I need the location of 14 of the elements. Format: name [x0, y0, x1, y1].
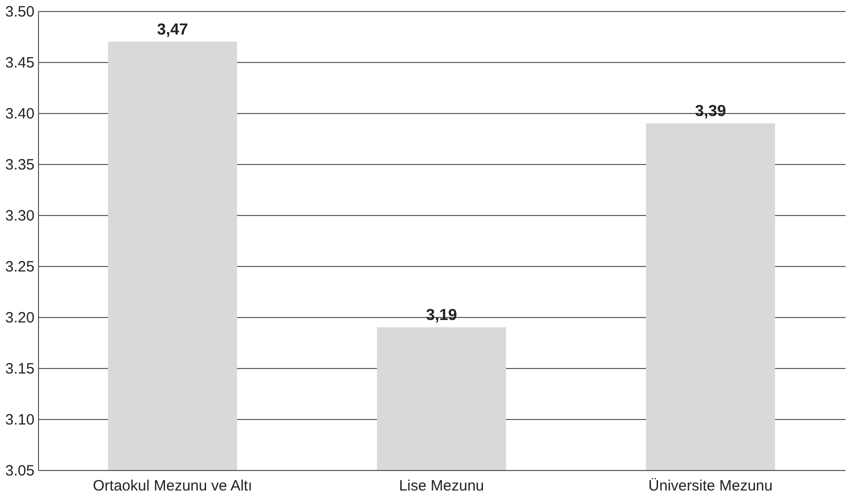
y-tick-label: 3.40: [5, 106, 34, 122]
x-tick-label: Lise Mezunu: [398, 478, 484, 494]
y-tick-label: 3.20: [5, 310, 34, 326]
y-tick-label: 3.50: [5, 4, 34, 20]
y-tick-label: 3.45: [5, 54, 34, 72]
y-tick-label: 3.10: [5, 412, 34, 428]
y-tick-label: 3.15: [5, 360, 34, 378]
x-tick-label: Üniversite Mezunu: [648, 478, 773, 494]
y-tick-label: 3.35: [5, 156, 34, 174]
x-tick-label: Ortaokul Mezunu ve Altı: [92, 478, 252, 494]
y-tick-label: 3.25: [5, 258, 34, 276]
data-label: 3,47: [156, 22, 188, 39]
y-tick-label: 3.05: [5, 462, 34, 480]
y-tick-label: 3.30: [5, 208, 34, 224]
